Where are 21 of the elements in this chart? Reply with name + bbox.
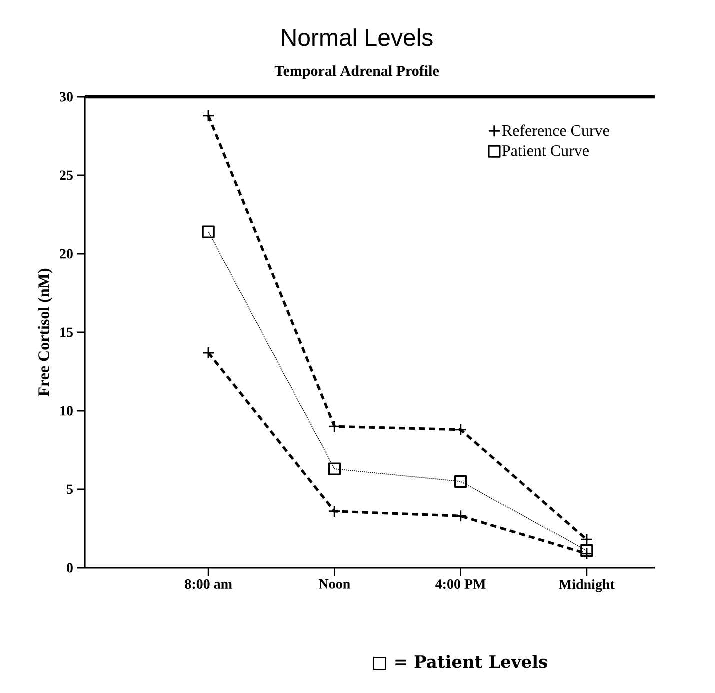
y-tick-label: 10 — [60, 406, 73, 416]
point — [580, 544, 594, 558]
y-tick-label: 25 — [60, 170, 73, 180]
y-tick-label: 5 — [67, 484, 73, 494]
legend-label: Reference Curve — [502, 124, 610, 136]
point — [328, 462, 341, 476]
y-tick-label: 30 — [60, 92, 73, 102]
text: □ = Patient Levels — [373, 655, 548, 670]
legend-label: Patient Curve — [502, 146, 589, 156]
x-tick-label: 4:00 PM — [436, 580, 486, 590]
point — [202, 226, 215, 238]
chart-title: Normal Levels — [282, 28, 433, 46]
point — [454, 475, 468, 488]
y-tick-label: 0 — [67, 563, 73, 573]
y-axis-title: Free Cortisol (nM) — [38, 268, 53, 396]
x-tick-label: 8:00 am — [185, 580, 232, 590]
chart-subtitle: Temporal Adrenal Profile — [274, 65, 439, 80]
y-tick-label: 20 — [60, 249, 73, 259]
x-tick-label: Midnight — [559, 580, 615, 592]
y-tick-label: 15 — [60, 328, 73, 338]
x-tick-label: Noon — [319, 580, 350, 589]
